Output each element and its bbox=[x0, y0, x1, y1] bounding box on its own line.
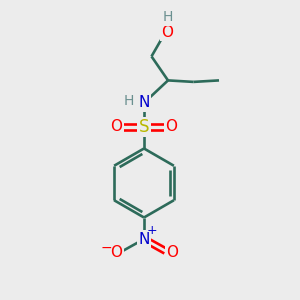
Text: +: + bbox=[146, 224, 157, 237]
Text: O: O bbox=[110, 119, 122, 134]
Text: O: O bbox=[166, 245, 178, 260]
Text: H: H bbox=[123, 94, 134, 108]
Text: −: − bbox=[100, 241, 112, 255]
Text: O: O bbox=[161, 25, 173, 40]
Text: O: O bbox=[166, 119, 178, 134]
Text: S: S bbox=[139, 118, 149, 136]
Text: H: H bbox=[162, 11, 172, 24]
Text: O: O bbox=[110, 245, 122, 260]
Text: N: N bbox=[138, 232, 150, 247]
Text: N: N bbox=[138, 95, 150, 110]
